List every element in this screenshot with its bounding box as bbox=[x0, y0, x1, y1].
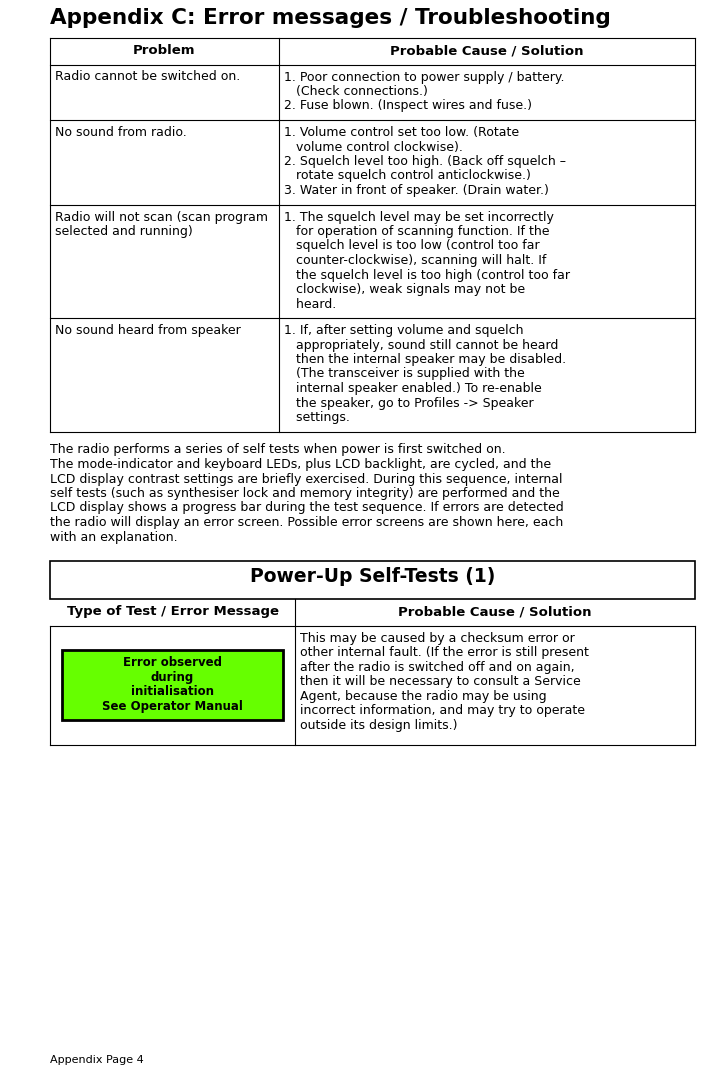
Text: during: during bbox=[151, 671, 194, 684]
Text: Error observed: Error observed bbox=[123, 657, 222, 670]
Text: incorrect information, and may try to operate: incorrect information, and may try to op… bbox=[300, 704, 585, 717]
Text: selected and running): selected and running) bbox=[55, 225, 193, 238]
Text: LCD display shows a progress bar during the test sequence. If errors are detecte: LCD display shows a progress bar during … bbox=[50, 501, 564, 514]
Bar bbox=[62, 650, 283, 720]
Text: Probable Cause / Solution: Probable Cause / Solution bbox=[390, 44, 584, 57]
Text: The mode-indicator and keyboard LEDs, plus LCD backlight, are cycled, and the: The mode-indicator and keyboard LEDs, pl… bbox=[50, 458, 551, 471]
Text: 2. Squelch level too high. (Back off squelch –: 2. Squelch level too high. (Back off squ… bbox=[284, 155, 566, 168]
Text: after the radio is switched off and on again,: after the radio is switched off and on a… bbox=[300, 661, 575, 674]
Text: self tests (such as synthesiser lock and memory integrity) are performed and the: self tests (such as synthesiser lock and… bbox=[50, 487, 559, 500]
Text: initialisation: initialisation bbox=[131, 686, 214, 699]
Text: 1. If, after setting volume and squelch: 1. If, after setting volume and squelch bbox=[284, 324, 523, 337]
Text: (The transceiver is supplied with the: (The transceiver is supplied with the bbox=[284, 367, 525, 381]
Text: settings.: settings. bbox=[284, 411, 350, 424]
Text: outside its design limits.): outside its design limits.) bbox=[300, 719, 458, 732]
Text: Problem: Problem bbox=[133, 44, 195, 57]
Text: internal speaker enabled.) To re-enable: internal speaker enabled.) To re-enable bbox=[284, 382, 541, 395]
Text: rotate squelch control anticlockwise.): rotate squelch control anticlockwise.) bbox=[284, 170, 531, 182]
Text: No sound from radio.: No sound from radio. bbox=[55, 126, 187, 139]
Text: Appendix C: Error messages / Troubleshooting: Appendix C: Error messages / Troubleshoo… bbox=[50, 8, 611, 28]
Text: squelch level is too low (control too far: squelch level is too low (control too fa… bbox=[284, 239, 539, 252]
Text: the speaker, go to Profiles -> Speaker: the speaker, go to Profiles -> Speaker bbox=[284, 397, 534, 410]
Text: for operation of scanning function. If the: for operation of scanning function. If t… bbox=[284, 225, 549, 238]
Text: See Operator Manual: See Operator Manual bbox=[102, 700, 243, 712]
Text: The radio performs a series of self tests when power is first switched on.: The radio performs a series of self test… bbox=[50, 443, 505, 456]
Text: with an explanation.: with an explanation. bbox=[50, 530, 177, 544]
Text: the squelch level is too high (control too far: the squelch level is too high (control t… bbox=[284, 268, 570, 281]
Text: Radio cannot be switched on.: Radio cannot be switched on. bbox=[55, 71, 240, 84]
Text: Power-Up Self-Tests (1): Power-Up Self-Tests (1) bbox=[249, 567, 495, 586]
Text: LCD display contrast settings are briefly exercised. During this sequence, inter: LCD display contrast settings are briefl… bbox=[50, 472, 562, 485]
Text: Radio will not scan (scan program: Radio will not scan (scan program bbox=[55, 210, 268, 223]
Text: 3. Water in front of speaker. (Drain water.): 3. Water in front of speaker. (Drain wat… bbox=[284, 183, 549, 197]
Text: 2. Fuse blown. (Inspect wires and fuse.): 2. Fuse blown. (Inspect wires and fuse.) bbox=[284, 100, 532, 113]
Text: 1. The squelch level may be set incorrectly: 1. The squelch level may be set incorrec… bbox=[284, 210, 554, 223]
Text: (Check connections.): (Check connections.) bbox=[284, 85, 428, 98]
Text: Probable Cause / Solution: Probable Cause / Solution bbox=[398, 605, 592, 618]
Text: volume control clockwise).: volume control clockwise). bbox=[284, 141, 463, 153]
Text: Appendix Page 4: Appendix Page 4 bbox=[50, 1055, 143, 1065]
Text: clockwise), weak signals may not be: clockwise), weak signals may not be bbox=[284, 283, 525, 296]
Text: This may be caused by a checksum error or: This may be caused by a checksum error o… bbox=[300, 632, 575, 645]
Text: Agent, because the radio may be using: Agent, because the radio may be using bbox=[300, 690, 547, 703]
Text: heard.: heard. bbox=[284, 297, 336, 310]
Bar bbox=[50, 561, 695, 599]
Text: other internal fault. (If the error is still present: other internal fault. (If the error is s… bbox=[300, 646, 589, 659]
Text: the radio will display an error screen. Possible error screens are shown here, e: the radio will display an error screen. … bbox=[50, 516, 563, 529]
Text: Type of Test / Error Message: Type of Test / Error Message bbox=[66, 605, 278, 618]
Text: counter-clockwise), scanning will halt. If: counter-clockwise), scanning will halt. … bbox=[284, 254, 547, 267]
Text: 1. Poor connection to power supply / battery.: 1. Poor connection to power supply / bat… bbox=[284, 71, 565, 84]
Text: then the internal speaker may be disabled.: then the internal speaker may be disable… bbox=[284, 353, 566, 366]
Text: appropriately, sound still cannot be heard: appropriately, sound still cannot be hea… bbox=[284, 338, 558, 352]
Text: then it will be necessary to consult a Service: then it will be necessary to consult a S… bbox=[300, 675, 581, 688]
Text: No sound heard from speaker: No sound heard from speaker bbox=[55, 324, 241, 337]
Text: 1. Volume control set too low. (Rotate: 1. Volume control set too low. (Rotate bbox=[284, 126, 519, 139]
